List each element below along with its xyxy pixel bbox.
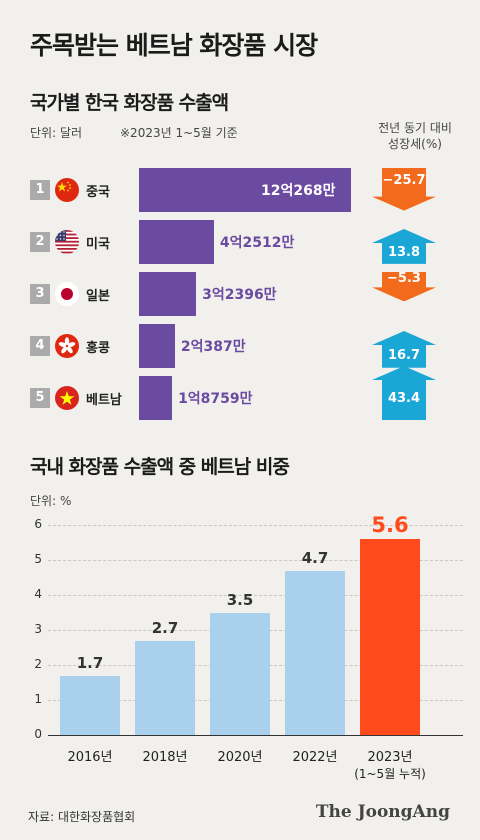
section2-title: 국내 화장품 수출액 중 베트남 비중	[30, 456, 290, 478]
country-label: 중국	[86, 185, 110, 200]
y-tick-label: 2	[34, 657, 42, 671]
china-flag-icon	[55, 178, 79, 202]
export-bar	[139, 220, 214, 264]
country-label: 홍콩	[86, 341, 110, 356]
growth-header-line1: 전년 동기 대비	[378, 121, 452, 135]
section2-unit-note: 단위: %	[30, 494, 72, 508]
share-bar	[135, 640, 195, 735]
growth-value-label: 43.4	[387, 391, 421, 406]
growth-up-arrow	[372, 229, 436, 264]
export-bar	[139, 168, 351, 212]
highlight-bar	[360, 539, 420, 735]
x-tick-year: 2023년	[367, 750, 413, 765]
page-title: 주목받는 베트남 화장품 시장	[30, 31, 318, 60]
x-tick-label: 2020년	[195, 746, 285, 765]
growth-value-label: −25.7	[382, 173, 426, 189]
y-tick-label: 6	[34, 517, 42, 531]
y-gridline	[48, 525, 463, 526]
bar-value-label: 3.5	[226, 590, 254, 609]
y-tick-label: 1	[34, 692, 42, 706]
growth-up-arrow	[372, 366, 436, 420]
x-tick-year: 2020년	[217, 750, 263, 765]
section1-title: 국가별 한국 화장품 수출액	[30, 92, 229, 114]
export-value-label: 4억2512만	[219, 235, 295, 251]
japan-flag-icon	[55, 282, 79, 306]
y-tick-label: 4	[34, 587, 42, 601]
y-gridline	[48, 560, 463, 561]
x-tick-label: 2022년	[270, 746, 360, 765]
growth-down-arrow	[372, 168, 436, 211]
growth-header-line2: 성장세(%)	[388, 137, 442, 151]
growth-value-label: 16.7	[387, 347, 421, 363]
growth-header: 전년 동기 대비 성장세(%)	[360, 120, 470, 152]
x-tick-label: 2018년	[120, 746, 210, 765]
x-tick-year: 2022년	[292, 750, 338, 765]
y-tick-label: 3	[34, 622, 42, 636]
growth-up-arrow	[372, 331, 436, 368]
section1-unit-note: 단위: 달러	[30, 126, 83, 140]
growth-value-label: 13.8	[387, 244, 421, 260]
export-bar	[139, 272, 197, 316]
country-label: 베트남	[86, 393, 122, 408]
export-value-label: 1억8759만	[178, 391, 253, 407]
country-label: 미국	[86, 237, 110, 252]
share-bar	[210, 612, 270, 735]
export-value-label: 3억2396만	[202, 287, 277, 303]
hongkong-flag-icon	[55, 334, 79, 358]
rank-badge: 3	[30, 284, 50, 304]
y-tick-label: 0	[34, 727, 42, 741]
share-bar	[60, 675, 120, 735]
export-bar	[139, 324, 175, 368]
export-value-label: 2억387만	[180, 339, 246, 355]
export-bar	[139, 376, 173, 420]
country-label: 일본	[86, 289, 110, 304]
x-tick-sublabel: (1~5월 누적)	[354, 767, 426, 781]
share-bar	[285, 570, 345, 735]
usa-flag-icon	[55, 230, 79, 254]
x-tick-label: 2023년 (1~5월 누적)	[345, 746, 435, 782]
x-tick-label: 2016년	[45, 746, 135, 765]
growth-down-arrow	[372, 272, 436, 302]
growth-value-label: −5.3	[387, 270, 421, 286]
y-gridline	[48, 735, 463, 736]
publisher-logo: The JoongAng	[315, 802, 450, 822]
source-note: 자료: 대한화장품협회	[28, 810, 136, 824]
rank-badge: 2	[30, 232, 50, 252]
export-value-label: 12억268만	[261, 183, 336, 199]
y-gridline	[48, 595, 463, 596]
vietnam-flag-icon	[55, 386, 79, 410]
bar-value-label: 2.7	[151, 618, 179, 637]
bar-value-label: 4.7	[301, 548, 329, 567]
bar-value-label: 1.7	[76, 653, 104, 672]
y-tick-label: 5	[34, 552, 42, 566]
rank-badge: 5	[30, 388, 50, 408]
rank-badge: 4	[30, 336, 50, 356]
x-tick-year: 2016년	[67, 750, 113, 765]
rank-badge: 1	[30, 180, 50, 200]
section1-basis-note: ※2023년 1~5월 기준	[120, 126, 238, 140]
bar-value-label: 5.6	[371, 513, 409, 537]
x-tick-year: 2018년	[142, 750, 188, 765]
